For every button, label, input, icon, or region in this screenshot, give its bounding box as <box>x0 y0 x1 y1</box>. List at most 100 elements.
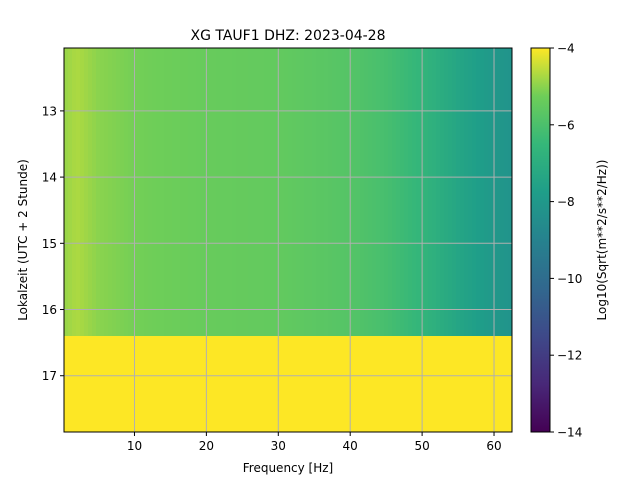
y-tick-label: 16 <box>42 303 57 317</box>
heatmap-bin <box>84 48 89 336</box>
heatmap-bin <box>272 48 277 336</box>
heatmap-bin <box>480 48 485 336</box>
heatmap-bin <box>428 48 433 336</box>
heatmap-bin <box>500 48 505 336</box>
x-tick-label: 50 <box>414 439 429 453</box>
heatmap-bin <box>308 48 313 336</box>
heatmap-bin <box>80 48 85 336</box>
y-tick-label: 17 <box>42 369 57 383</box>
heatmap-bin <box>164 48 169 336</box>
heatmap-bin <box>216 48 221 336</box>
heatmap-bin <box>144 48 149 336</box>
heatmap-bin <box>268 48 273 336</box>
heatmap-bin <box>452 48 457 336</box>
heatmap-bin <box>340 48 345 336</box>
heatmap-bin <box>316 48 321 336</box>
no-data-fill <box>64 336 512 432</box>
heatmap-bin <box>320 48 325 336</box>
heatmap-bin <box>156 48 161 336</box>
heatmap-bin <box>484 48 489 336</box>
heatmap-bin <box>388 48 393 336</box>
heatmap-bin <box>464 48 469 336</box>
y-tick-label: 13 <box>42 104 57 118</box>
colorbar <box>530 47 551 433</box>
colorbar-label: Log10(Sqrt(m**2/s**2/Hz)) <box>595 160 609 321</box>
heatmap-bin <box>364 48 369 336</box>
heatmap-bin <box>68 48 73 336</box>
heatmap-bin <box>444 48 449 336</box>
y-axis-ticks: 13 14 15 16 17 <box>42 104 64 383</box>
heatmap-bin <box>416 48 421 336</box>
x-tick-label: 60 <box>486 439 501 453</box>
colorbar-tick-label: −14 <box>557 426 582 440</box>
heatmap-bin <box>76 48 81 336</box>
heatmap-bin <box>288 48 293 336</box>
heatmap-bin <box>120 48 125 336</box>
heatmap-bin <box>108 48 113 336</box>
heatmap-bin <box>184 48 189 336</box>
heatmap-bin <box>360 48 365 336</box>
heatmap-bin <box>232 48 237 336</box>
heatmap-bin <box>72 48 77 336</box>
heatmap-bin <box>104 48 109 336</box>
heatmap-bin <box>116 48 121 336</box>
heatmap-bin <box>448 48 453 336</box>
heatmap-bin <box>136 48 141 336</box>
y-tick-label: 15 <box>42 237 57 251</box>
heatmap-bin <box>148 48 153 336</box>
heatmap-bin <box>392 48 397 336</box>
grid-lines <box>64 48 512 432</box>
heatmap-bin <box>336 48 341 336</box>
colorbar-tick-label: −6 <box>557 118 575 132</box>
heatmap-bin <box>248 48 253 336</box>
heatmap-bin <box>400 48 405 336</box>
heatmap-bin <box>296 48 301 336</box>
heatmap-bin <box>292 48 297 336</box>
heatmap-bin <box>424 48 429 336</box>
heatmap-bin <box>440 48 445 336</box>
colorbar-ticks: −14 −12 −10 −8 −6 −4 <box>550 42 582 440</box>
heatmap-bin <box>396 48 401 336</box>
heatmap-bin <box>212 48 217 336</box>
heatmap-bin <box>476 48 481 336</box>
heatmap-bin <box>496 48 501 336</box>
heatmap-bin <box>404 48 409 336</box>
heatmap-bin <box>344 48 349 336</box>
heatmap-bin <box>240 48 245 336</box>
heatmap-bin <box>408 48 413 336</box>
heatmap-bin <box>412 48 417 336</box>
plot-frame <box>63 47 513 433</box>
heatmap-bin <box>128 48 133 336</box>
y-tick-label: 14 <box>42 171 57 185</box>
heatmap-bin <box>284 48 289 336</box>
heatmap-bin <box>100 48 105 336</box>
heatmap-bin <box>376 48 381 336</box>
heatmap-bin <box>228 48 233 336</box>
heatmap-bin <box>472 48 477 336</box>
plot-area <box>64 48 512 432</box>
heatmap-bin <box>368 48 373 336</box>
heatmap-bin <box>356 48 361 336</box>
heatmap-bin <box>264 48 269 336</box>
heatmap-bin <box>508 48 512 336</box>
heatmap-bin <box>328 48 333 336</box>
heatmap-bin <box>256 48 261 336</box>
heatmap-bin <box>196 48 201 336</box>
heatmap-bin <box>96 48 101 336</box>
x-axis-ticks: 10 20 30 40 50 60 <box>127 432 502 453</box>
heatmap-bin <box>224 48 229 336</box>
heatmap-bin <box>324 48 329 336</box>
heatmap-bin <box>160 48 165 336</box>
heatmap-bin <box>140 48 145 336</box>
heatmap-bin <box>504 48 509 336</box>
heatmap-bin <box>432 48 437 336</box>
x-axis-label: Frequency [Hz] <box>243 461 334 475</box>
heatmap-bin <box>188 48 193 336</box>
heatmap-bin <box>220 48 225 336</box>
heatmap-bin <box>300 48 305 336</box>
heatmap-bin <box>208 48 213 336</box>
heatmap-bin <box>372 48 377 336</box>
heatmap-bin <box>180 48 185 336</box>
colorbar-tick-label: −4 <box>557 42 575 56</box>
heatmap-bin <box>468 48 473 336</box>
